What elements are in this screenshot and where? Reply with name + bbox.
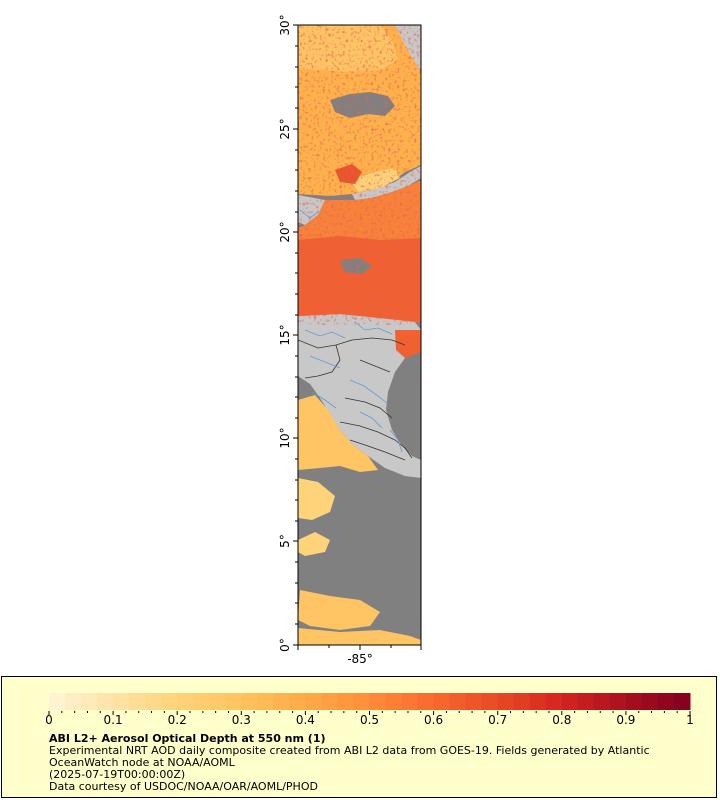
colorbar-ticks: 0 0.1 0.2 0.3 0.4 0.5 0.6 0.7 0.8 0.9 1	[45, 711, 694, 727]
colorbar-cell	[465, 693, 483, 710]
legend-time: (2025-07-19T00:00:00Z)	[49, 768, 186, 781]
lon-label-minus85: -85°	[347, 652, 373, 666]
colorbar-cell	[369, 693, 387, 710]
colorbar-cell	[433, 693, 451, 710]
colorbar-cell	[65, 693, 82, 710]
colorbar-cell	[497, 693, 515, 710]
colorbar-cell	[81, 693, 98, 710]
lat-label-0: 0°	[278, 638, 292, 652]
aod-patch-south-1	[298, 395, 378, 472]
aod-speckle-texture	[298, 25, 421, 325]
colorbar-cell	[673, 693, 691, 710]
colorbar-cell	[241, 693, 258, 710]
lat-label-5: 5°	[278, 534, 292, 548]
lat-label-30: 30°	[278, 14, 292, 35]
rivers	[299, 209, 403, 453]
aod-patch-south-4	[298, 590, 380, 630]
colorbar-cell	[481, 693, 499, 710]
colorbar-cell	[129, 693, 146, 710]
colorbar-tick-label: 0.6	[424, 713, 443, 727]
aod-patch-south-5	[298, 628, 421, 645]
colorbar-cell	[577, 693, 595, 710]
colorbar-cell	[529, 693, 547, 710]
colorbar-cell	[417, 693, 435, 710]
colorbar: 0 0.1 0.2 0.3 0.4 0.5 0.6 0.7 0.8 0.9 1	[45, 693, 694, 727]
colorbar-cell	[97, 693, 114, 710]
colorbar-cell	[273, 693, 290, 710]
legend-credit: Data courtesy of USDOC/NOAA/OAR/AOML/PHO…	[49, 780, 318, 793]
political-borders	[298, 337, 413, 461]
colorbar-cell	[257, 693, 274, 710]
colorbar-cell	[641, 693, 659, 710]
colorbar-cell	[401, 693, 419, 710]
legend-text: ABI L2+ Aerosol Optical Depth at 550 nm …	[49, 733, 709, 793]
lat-label-15: 15°	[278, 324, 292, 345]
aod-patch-south-2	[298, 478, 335, 520]
colorbar-cell	[545, 693, 563, 710]
map-field	[298, 25, 421, 645]
lon-ticks	[297, 645, 422, 650]
lat-label-25: 25°	[278, 118, 292, 139]
colorbar-cell	[305, 693, 322, 710]
colorbar-cell	[385, 693, 403, 710]
lat-label-10: 10°	[278, 427, 292, 448]
colorbar-cell	[593, 693, 611, 710]
legend-description: Experimental NRT AOD daily composite cre…	[49, 744, 650, 769]
colorbar-cell	[657, 693, 675, 710]
colorbar-cell	[321, 693, 338, 710]
colorbar-tick-label: 1	[686, 713, 694, 727]
colorbar-cell	[449, 693, 467, 710]
colorbar-tick-label: 0.9	[616, 713, 635, 727]
colorbar-tick-label: 0.1	[104, 713, 123, 727]
aod-field-gulf-honduras	[395, 330, 421, 358]
colorbar-tick-label: 0.8	[552, 713, 571, 727]
colorbar-cell	[209, 693, 226, 710]
colorbar-cell	[513, 693, 531, 710]
colorbar-cell	[337, 693, 354, 710]
colorbar-cell	[49, 693, 66, 710]
colorbar-tick-label: 0.5	[360, 713, 379, 727]
colorbar-tick-label: 0.7	[488, 713, 507, 727]
colorbar-tick-label: 0.3	[232, 713, 251, 727]
colorbar-cell	[561, 693, 579, 710]
colorbar-cell	[225, 693, 242, 710]
colorbar-cell	[289, 693, 306, 710]
aod-map: 30° 25° 20° 15° 10° 5° 0° -85°	[278, 14, 422, 666]
colorbar-cells	[49, 693, 691, 710]
colorbar-cell	[609, 693, 627, 710]
lat-ticks	[293, 24, 298, 646]
legend-title: ABI L2+ Aerosol Optical Depth at 550 nm …	[49, 732, 326, 745]
colorbar-cell	[193, 693, 210, 710]
map-panel: 30° 25° 20° 15° 10° 5° 0° -85°	[278, 14, 422, 666]
colorbar-cell	[145, 693, 162, 710]
colorbar-tick-label: 0.4	[296, 713, 315, 727]
lat-label-20: 20°	[278, 221, 292, 242]
colorbar-cell	[113, 693, 130, 710]
colorbar-tick-label: 0.2	[168, 713, 187, 727]
colorbar-cell	[161, 693, 178, 710]
land-mexico-central-america	[298, 314, 421, 478]
colorbar-tick-label: 0	[45, 713, 53, 727]
colorbar-cell	[353, 693, 370, 710]
lat-minor-ticks	[295, 45, 298, 625]
colorbar-cell	[625, 693, 643, 710]
colorbar-cell	[177, 693, 194, 710]
legend-panel: 0 0.1 0.2 0.3 0.4 0.5 0.6 0.7 0.8 0.9 1 ABI L2+ Ae…	[1, 676, 717, 798]
aod-patch-south-3	[298, 532, 330, 556]
